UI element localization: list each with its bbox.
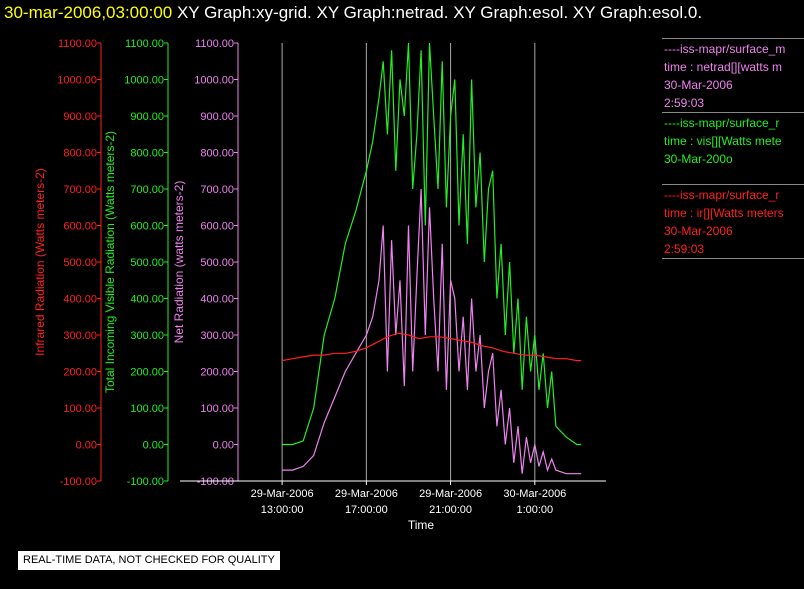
net-tick-label: 100.00 — [200, 403, 234, 415]
series-layer — [281, 42, 582, 475]
ir-tick-label: 500.00 — [63, 257, 97, 269]
net-series-line — [282, 188, 582, 475]
legend-line: time : vis[][Watts mete — [664, 134, 782, 148]
vis-tick-label: 0.00 — [143, 440, 164, 452]
x-tick-label-date: 29-Mar-2006 — [419, 488, 482, 500]
title-graphs: XY Graph:xy-grid. XY Graph:netrad. XY Gr… — [176, 3, 703, 22]
vis-tick-label: 800.00 — [130, 148, 164, 160]
legend-line: time : netrad[][watts m — [664, 60, 783, 74]
x-tick-label-date: 29-Mar-2006 — [335, 488, 398, 500]
net-tick-label: 800.00 — [200, 148, 234, 160]
legend-line: time : ir[][Watts meters — [664, 206, 784, 220]
legend-line: ----iss-mapr/surface_r — [664, 116, 780, 130]
ir-tick-label: 800.00 — [63, 148, 97, 160]
x-tick-label-date: 29-Mar-2006 — [251, 488, 314, 500]
net-tick-label: 500.00 — [200, 257, 234, 269]
vis-tick-label: 500.00 — [130, 257, 164, 269]
legend-separator — [662, 184, 804, 185]
ir-tick-label: 600.00 — [63, 221, 97, 233]
vis-tick-label: 600.00 — [130, 221, 164, 233]
x-tick-label-date: 30-Mar-2006 — [503, 488, 566, 500]
vis-tick-label: 900.00 — [130, 111, 164, 123]
x-tick-label-time: 17:00:00 — [345, 504, 388, 516]
legend-line: ----iss-mapr/surface_m — [664, 42, 786, 56]
net-tick-label: 700.00 — [200, 184, 234, 196]
legend-separator — [662, 112, 804, 113]
ir-tick-label: 200.00 — [63, 367, 97, 379]
vis-tick-label: 400.00 — [130, 294, 164, 306]
x-axis-label: Time — [408, 518, 435, 532]
ir-axis-label: Infrared Radiation (Watts meters-2) — [33, 168, 47, 356]
grid-layer — [281, 43, 536, 481]
ir-tick-label: 1000.00 — [57, 75, 97, 87]
net-tick-label: 0.00 — [213, 440, 234, 452]
legend-line: 2:59:03 — [664, 96, 705, 110]
x-axis: 29-Mar-2006 13:00:00 29-Mar-2006 17:00:00 29… — [180, 480, 606, 532]
vis-tick-label: 700.00 — [130, 184, 164, 196]
ir-tick-label: 300.00 — [63, 330, 97, 342]
ir-tick-label: 900.00 — [63, 111, 97, 123]
net-tick-label: 200.00 — [200, 367, 234, 379]
title-date: 30-mar-2006,03:00:00 — [4, 3, 173, 22]
vis-series-line — [282, 42, 582, 446]
net-axis-label: Net Radiation (watts meters-2) — [172, 181, 186, 344]
x-tick-label-time: 1:00:00 — [516, 504, 553, 516]
vis-axis-label: Total Incoming Visible Radiation (Watts … — [103, 131, 117, 393]
legend-line: ----iss-mapr/surface_r — [664, 188, 780, 202]
x-tick-label-time: 21:00:00 — [429, 504, 472, 516]
vis-tick-label: 100.00 — [130, 403, 164, 415]
window-title: 30-mar-2006,03:00:00 XY Graph:xy-grid. X… — [4, 2, 702, 24]
quality-notice: REAL-TIME DATA, NOT CHECKED FOR QUALITY — [18, 551, 280, 570]
legend-line: 30-Mar-200o — [664, 152, 733, 166]
net-tick-label: -100.00 — [197, 476, 234, 488]
axes-layer: -100.00 0.00 100.00 200.00 300.00 400.00 500.0… — [33, 38, 239, 488]
ir-tick-label: 700.00 — [63, 184, 97, 196]
net-tick-label: 1000.00 — [194, 75, 234, 87]
vis-tick-label: 200.00 — [130, 367, 164, 379]
net-tick-label: 300.00 — [200, 330, 234, 342]
legend-line: 30-Mar-2006 — [664, 78, 733, 92]
vis-tick-label: 1000.00 — [124, 75, 164, 87]
net-tick-label: 400.00 — [200, 294, 234, 306]
ir-tick-label: -100.00 — [60, 476, 97, 488]
vis-tick-label: 300.00 — [130, 330, 164, 342]
ir-series-line — [281, 332, 582, 362]
net-tick-label: 600.00 — [200, 221, 234, 233]
ir-tick-label: 400.00 — [63, 294, 97, 306]
legend-line: 2:59:03 — [664, 242, 705, 256]
vis-tick-label: 1100.00 — [125, 38, 164, 50]
net-tick-label: 1100.00 — [195, 38, 234, 50]
ir-tick-label: 0.00 — [76, 440, 97, 452]
net-tick-label: 900.00 — [200, 111, 234, 123]
ir-tick-label: 1100.00 — [58, 38, 97, 50]
legend-line: 30-Mar-2006 — [664, 224, 733, 238]
x-tick-label-time: 13:00:00 — [261, 504, 304, 516]
ir-tick-label: 100.00 — [63, 403, 97, 415]
legend-separator — [662, 38, 804, 39]
legend-separator — [662, 258, 804, 259]
vis-tick-label: -100.00 — [127, 476, 164, 488]
